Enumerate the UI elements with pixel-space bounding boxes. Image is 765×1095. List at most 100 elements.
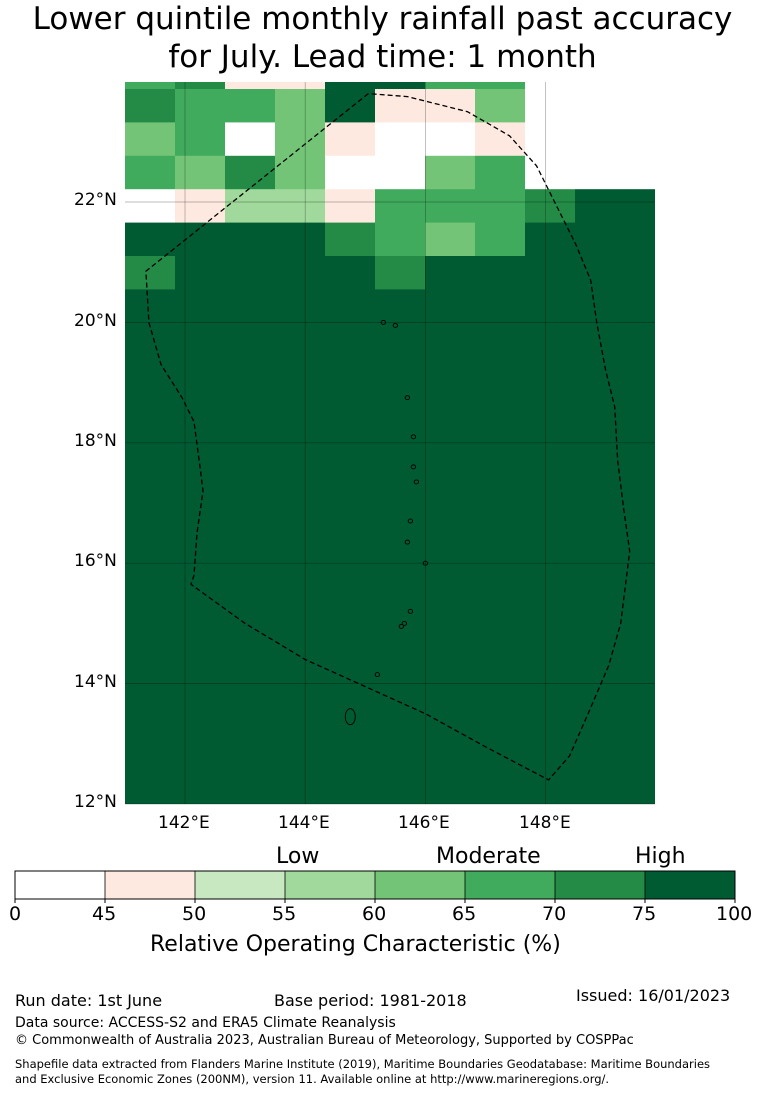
grid-cell — [525, 389, 576, 424]
grid-cell — [425, 256, 476, 290]
cbar-tick-50: 50 — [182, 903, 207, 925]
grid-cell — [575, 289, 626, 324]
grid-cell — [575, 757, 626, 791]
grid-cell — [625, 89, 655, 123]
grid-cell — [525, 790, 576, 804]
grid-cell — [475, 456, 526, 491]
grid-cell — [375, 523, 426, 557]
grid-cell — [575, 389, 626, 424]
grid-cell — [675, 924, 715, 958]
grid-cell — [675, 289, 715, 323]
grid-cell — [175, 623, 226, 658]
shapefile-credit-1: Shapefile data extracted from Flanders M… — [15, 1057, 711, 1071]
island-outline — [392, 322, 398, 328]
grid-cell — [625, 82, 655, 90]
grid-cell — [575, 656, 626, 691]
grid-cell — [225, 222, 276, 257]
grid-cell — [375, 556, 426, 591]
grid-cell — [425, 89, 476, 123]
grid-cell — [375, 656, 426, 691]
grid-cell — [575, 356, 626, 390]
grid-cell — [325, 256, 376, 290]
grid-cell — [575, 623, 626, 658]
grid-cell — [425, 489, 476, 524]
grid-cell — [625, 289, 655, 324]
grid-cell — [525, 155, 576, 190]
grid-cell — [175, 222, 226, 257]
grid-cell — [225, 757, 276, 791]
islands — [344, 319, 429, 726]
grid-cell — [325, 656, 376, 691]
grid-cell — [375, 82, 426, 90]
title-line-2: for July. Lead time: 1 month — [168, 39, 597, 75]
grid-cell — [525, 523, 576, 557]
grid-cell — [525, 89, 576, 123]
grid-cell — [525, 656, 576, 691]
colorbar-label: Relative Operating Characteristic (%) — [150, 932, 561, 957]
grid-cell — [575, 423, 626, 457]
grid-cell — [425, 189, 476, 223]
colorbar-segment — [555, 871, 645, 899]
grid-cell — [675, 490, 715, 524]
grid-cell — [325, 289, 376, 324]
grid-cell — [625, 757, 655, 791]
cbar-tick-100: 100 — [716, 903, 753, 925]
lon-label-148e: 148°E — [519, 813, 571, 833]
grid-cell — [225, 122, 276, 157]
graticule — [125, 82, 655, 805]
grid-cell — [175, 289, 226, 324]
grid-cell — [375, 489, 426, 524]
grid-cell — [125, 623, 176, 658]
grid-cell — [225, 356, 276, 390]
grid-cell — [675, 223, 715, 257]
grid-cell — [525, 222, 576, 257]
grid-cell — [475, 623, 526, 658]
grid-cell — [475, 757, 526, 791]
cbar-tick-65: 65 — [452, 903, 477, 925]
grid-cell — [325, 423, 376, 457]
grid-cell — [525, 423, 576, 457]
grid-cell — [425, 456, 476, 491]
grid-cell — [275, 389, 326, 424]
grid-cell — [625, 723, 655, 758]
grid-cell — [525, 623, 576, 658]
grid-cell — [375, 356, 426, 390]
grid-cell — [125, 790, 176, 804]
grid-cell — [625, 523, 655, 557]
grid-cell — [225, 289, 276, 324]
cbar-tick-45: 45 — [92, 903, 117, 925]
grid-cell — [375, 389, 426, 424]
grid-cell — [475, 122, 526, 157]
grid-cell — [625, 556, 655, 591]
grid-cell — [625, 489, 655, 524]
grid-cell — [175, 155, 226, 190]
grid-cell — [275, 89, 326, 123]
grid-cell — [675, 456, 715, 490]
grid-cell — [425, 690, 476, 724]
grid-cell — [575, 155, 626, 190]
grid-cell — [625, 790, 655, 804]
grid-cell — [375, 256, 426, 290]
grid-cell — [125, 122, 176, 157]
grid-cell — [225, 89, 276, 123]
grid-cell — [575, 256, 626, 290]
grid-cell — [275, 790, 326, 804]
grid-cell — [475, 556, 526, 591]
grid-cell — [575, 82, 626, 90]
title-line-1: Lower quintile monthly rainfall past acc… — [32, 1, 733, 37]
issued-date: Issued: 16/01/2023 — [576, 986, 731, 1005]
grid-cell — [525, 122, 576, 157]
grid-cell — [425, 289, 476, 324]
grid-cell — [525, 456, 576, 491]
colorbar-segment — [375, 871, 465, 899]
grid-cell — [275, 590, 326, 624]
grid-cell — [125, 456, 176, 491]
grid-cell — [475, 256, 526, 290]
cbar-tick-75: 75 — [632, 903, 657, 925]
rainfall-accuracy-grid — [125, 82, 715, 958]
colorbar — [14, 870, 736, 903]
grid-cell — [175, 122, 226, 157]
colorbar-segment — [105, 871, 195, 899]
grid-cell — [675, 390, 715, 424]
grid-cell — [175, 723, 226, 758]
